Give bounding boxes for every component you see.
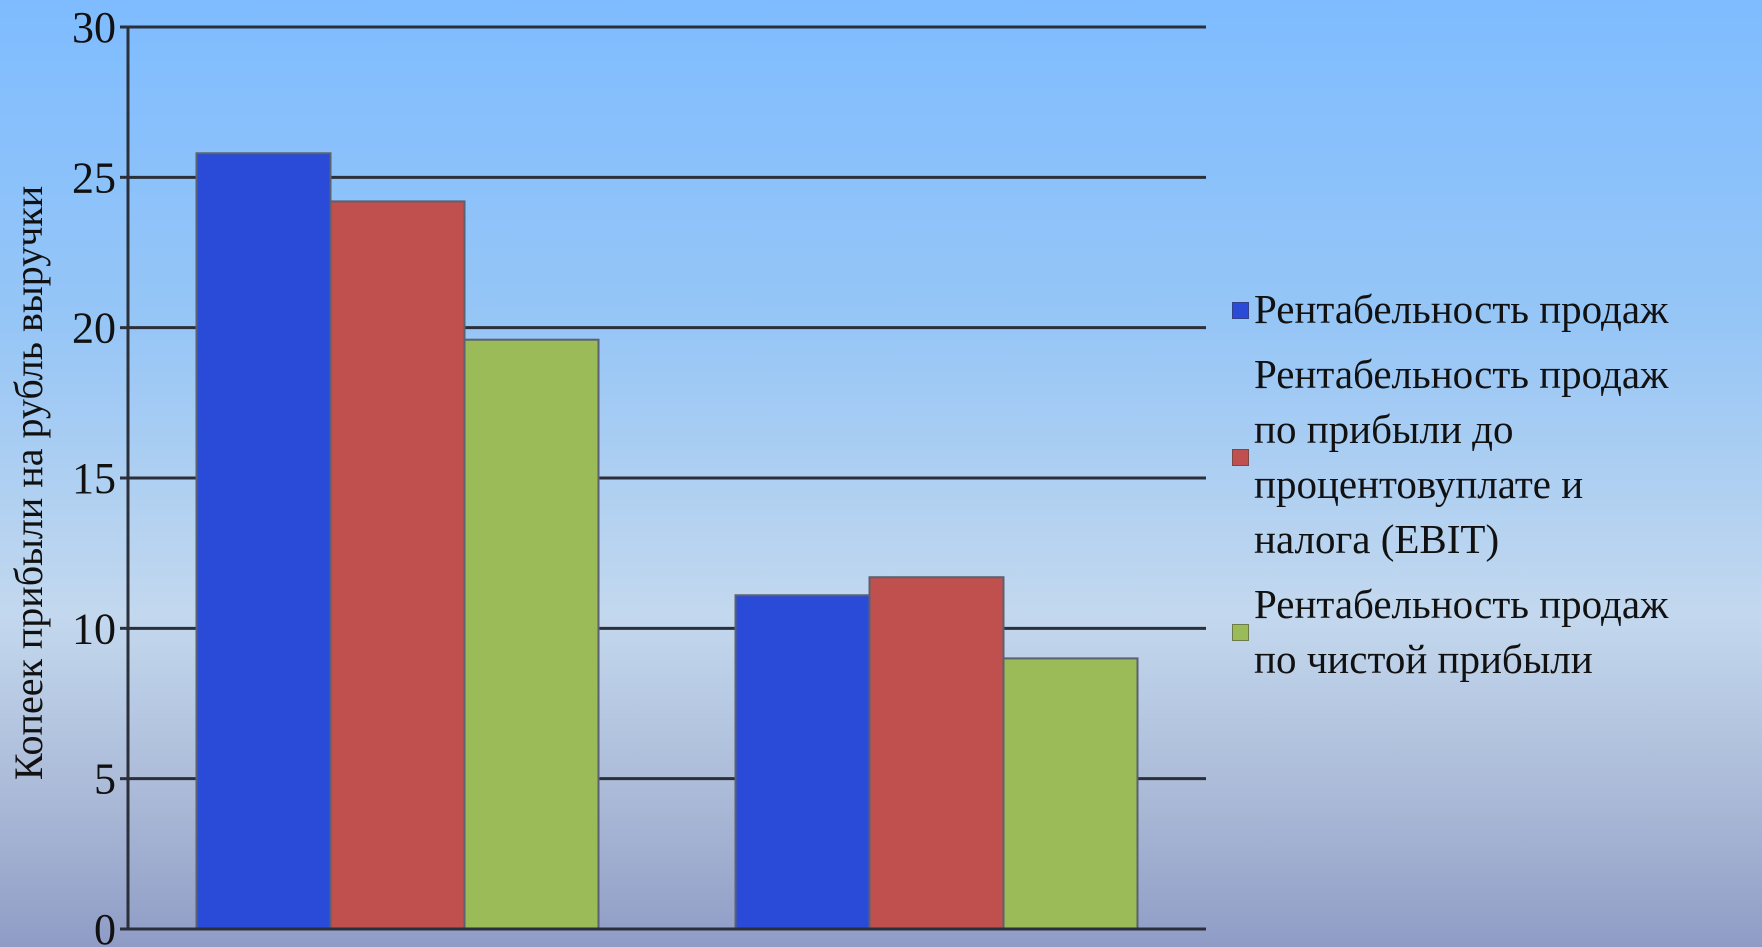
legend-label-line: процентовуплате и: [1254, 461, 1584, 507]
y-tick-label: 20: [72, 304, 116, 353]
legend-swatch: [1232, 624, 1249, 641]
legend-item: Рентабельность продаж: [1232, 282, 1752, 337]
y-axis-ticks: 0 5 10 15 20 25 30: [72, 3, 128, 947]
legend-swatch: [1232, 301, 1249, 319]
legend-label-line: по прибыли до: [1254, 406, 1514, 452]
y-tick-label: 30: [72, 3, 116, 52]
legend-item: Рентабельность продаж по чистой прибыли: [1232, 577, 1752, 687]
legend-label-line: по чистой прибыли: [1254, 636, 1593, 682]
y-tick-label: 25: [72, 153, 116, 202]
bars: [195, 152, 1139, 931]
legend-label-line: Рентабельность продаж: [1254, 351, 1669, 397]
legend-swatch: [1232, 449, 1249, 466]
bar-series-3-group-2: [1002, 657, 1139, 931]
bar-series-2-group-1: [329, 200, 466, 931]
bar-series-3-group-1: [463, 338, 600, 930]
y-tick-label: 0: [94, 905, 116, 947]
legend-label-line: налога (EBIT): [1254, 516, 1500, 562]
y-tick-label: 15: [72, 454, 116, 503]
y-tick-label: 10: [72, 604, 116, 653]
bar-series-2-group-2: [868, 576, 1005, 930]
legend-label-line: Рентабельность продаж: [1254, 581, 1669, 627]
legend-label-line: Рентабельность продаж: [1254, 286, 1669, 332]
y-axis-title: Копеек прибыли на рубль выручки: [6, 186, 51, 780]
legend-item: Рентабельность продаж по прибыли до процен…: [1232, 347, 1752, 567]
bar-series-1-group-2: [734, 594, 871, 930]
legend: Рентабельность продаж Рентабельность прод…: [1232, 282, 1752, 697]
y-tick-label: 5: [94, 755, 116, 804]
bar-series-1-group-1: [195, 152, 332, 930]
